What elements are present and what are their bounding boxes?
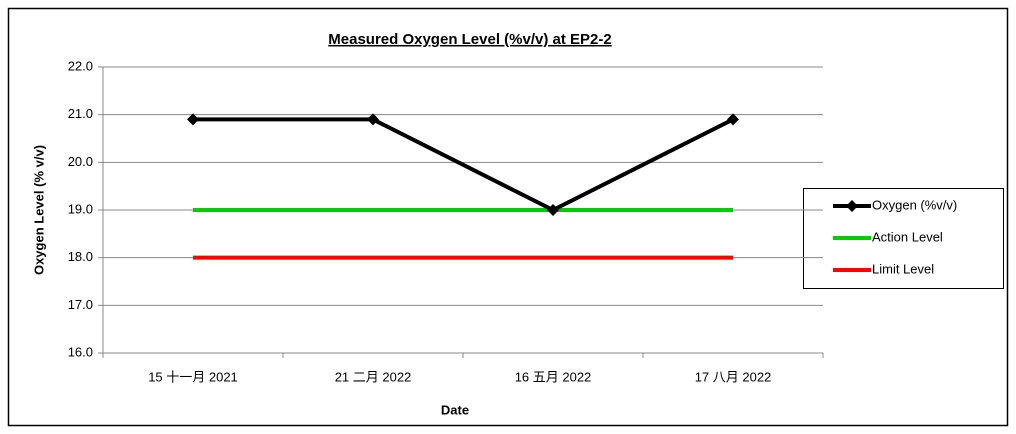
y-tick-label: 22.0 xyxy=(68,58,93,73)
legend-label: Action Level xyxy=(872,229,943,244)
legend-marker xyxy=(846,200,858,212)
data-point xyxy=(367,113,379,126)
y-tick-label: 19.0 xyxy=(68,201,93,216)
x-tick-label: 17 八月 2022 xyxy=(695,369,772,384)
x-tick-label: 16 五月 2022 xyxy=(515,369,592,384)
data-point xyxy=(187,113,199,126)
y-axis-label: Oxygen Level (% v/v) xyxy=(31,145,46,275)
y-tick-label: 17.0 xyxy=(68,297,93,312)
x-axis-label: Date xyxy=(441,402,469,417)
x-tick-label: 15 十一月 2021 xyxy=(148,369,238,384)
data-point xyxy=(727,113,739,126)
data-point xyxy=(547,204,559,216)
legend-label: Limit Level xyxy=(872,261,934,276)
series-line xyxy=(193,117,734,213)
y-tick-label: 20.0 xyxy=(68,154,93,169)
legend-label: Oxygen (%v/v) xyxy=(872,197,957,212)
y-tick-label: 16.0 xyxy=(68,344,93,359)
y-tick-label: 21.0 xyxy=(68,106,93,121)
x-tick-label: 21 二月 2022 xyxy=(335,369,412,384)
chart-title: Measured Oxygen Level (%v/v) at EP2-2 xyxy=(328,31,611,48)
y-tick-label: 18.0 xyxy=(68,249,93,264)
